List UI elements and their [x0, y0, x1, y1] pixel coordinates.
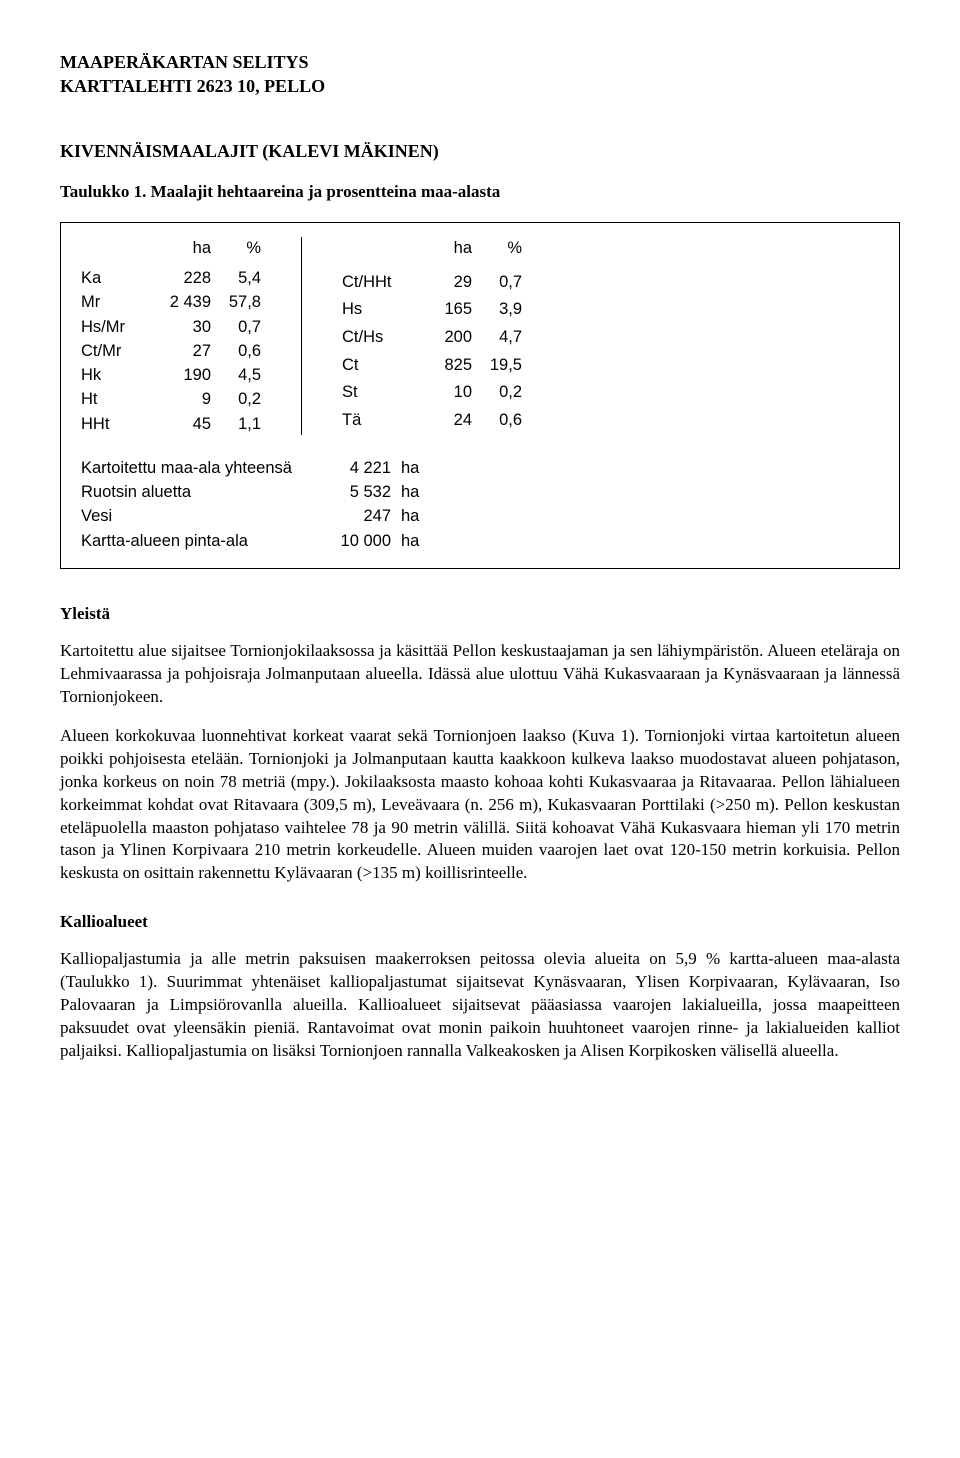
table-right-col: ha % Ct/HHt 29 0,7 Hs 165 3,9 Ct/Hs 200 … — [301, 237, 522, 435]
table-row-label: Ct/HHt — [342, 271, 412, 297]
table-row-label: Ct — [342, 354, 412, 380]
table-row-label: Hs — [342, 298, 412, 324]
table-row-pct: 0,7 — [211, 316, 261, 338]
heading-kallioalueet: Kallioalueet — [60, 911, 900, 934]
table-row-ha: 200 — [412, 326, 472, 352]
summary-label: Ruotsin aluetta — [81, 481, 321, 503]
col-header-ha: ha — [412, 237, 472, 269]
summary-val: 247 — [321, 505, 391, 527]
table-row-pct: 0,6 — [211, 340, 261, 362]
summary-unit: ha — [391, 505, 421, 527]
table-row-ha: 825 — [412, 354, 472, 380]
table-row-ha: 30 — [151, 316, 211, 338]
doc-title-2: KARTTALEHTI 2623 10, PELLO — [60, 74, 900, 98]
table-row-pct: 1,1 — [211, 413, 261, 435]
table-row-ha: 190 — [151, 364, 211, 386]
section-heading: KIVENNÄISMAALAJIT (KALEVI MÄKINEN) — [60, 139, 900, 163]
table-row-label: Ht — [81, 388, 151, 410]
table-row-pct: 4,7 — [472, 326, 522, 352]
table-row-ha: 2 439 — [151, 291, 211, 313]
summary-label: Kartoitettu maa-ala yhteensä — [81, 457, 321, 479]
col-header-ha: ha — [151, 237, 211, 265]
table-row-pct: 4,5 — [211, 364, 261, 386]
table-row-ha: 27 — [151, 340, 211, 362]
table-row-pct: 0,7 — [472, 271, 522, 297]
summary-unit: ha — [391, 530, 421, 552]
table-caption: Taulukko 1. Maalajit hehtaareina ja pros… — [60, 181, 900, 204]
summary-unit: ha — [391, 457, 421, 479]
summary-val: 10 000 — [321, 530, 391, 552]
table-left-col: ha % Ka 228 5,4 Mr 2 439 57,8 Hs/Mr 30 0… — [81, 237, 261, 435]
col-header-pct: % — [472, 237, 522, 269]
table-row-label: Ct/Mr — [81, 340, 151, 362]
table-row-label: Hs/Mr — [81, 316, 151, 338]
col-header-pct: % — [211, 237, 261, 265]
table-row-ha: 228 — [151, 267, 211, 289]
table-row-pct: 19,5 — [472, 354, 522, 380]
table-row-ha: 24 — [412, 409, 472, 435]
data-table: ha % Ka 228 5,4 Mr 2 439 57,8 Hs/Mr 30 0… — [60, 222, 900, 569]
table-row-label: Tä — [342, 409, 412, 435]
table-row-label: HHt — [81, 413, 151, 435]
table-row-pct: 57,8 — [211, 291, 261, 313]
table-row-pct: 0,2 — [211, 388, 261, 410]
table-row-pct: 0,6 — [472, 409, 522, 435]
table-row-ha: 45 — [151, 413, 211, 435]
table-row-pct: 5,4 — [211, 267, 261, 289]
summary-block: Kartoitettu maa-ala yhteensä 4 221 ha Ru… — [81, 457, 879, 552]
table-row-label: Ct/Hs — [342, 326, 412, 352]
table-row-ha: 9 — [151, 388, 211, 410]
table-row-label: Mr — [81, 291, 151, 313]
table-row-ha: 165 — [412, 298, 472, 324]
table-row-pct: 0,2 — [472, 381, 522, 407]
summary-label: Vesi — [81, 505, 321, 527]
paragraph: Kalliopaljastumia ja alle metrin paksuis… — [60, 948, 900, 1063]
summary-val: 4 221 — [321, 457, 391, 479]
table-row-label: Hk — [81, 364, 151, 386]
summary-val: 5 532 — [321, 481, 391, 503]
doc-title-1: MAAPERÄKARTAN SELITYS — [60, 50, 900, 74]
table-row-ha: 29 — [412, 271, 472, 297]
paragraph: Alueen korkokuvaa luonnehtivat korkeat v… — [60, 725, 900, 886]
paragraph: Kartoitettu alue sijaitsee Tornionjokila… — [60, 640, 900, 709]
table-row-pct: 3,9 — [472, 298, 522, 324]
table-row-label: Ka — [81, 267, 151, 289]
table-row-ha: 10 — [412, 381, 472, 407]
summary-label: Kartta-alueen pinta-ala — [81, 530, 321, 552]
summary-unit: ha — [391, 481, 421, 503]
table-row-label: St — [342, 381, 412, 407]
heading-yleista: Yleistä — [60, 603, 900, 626]
